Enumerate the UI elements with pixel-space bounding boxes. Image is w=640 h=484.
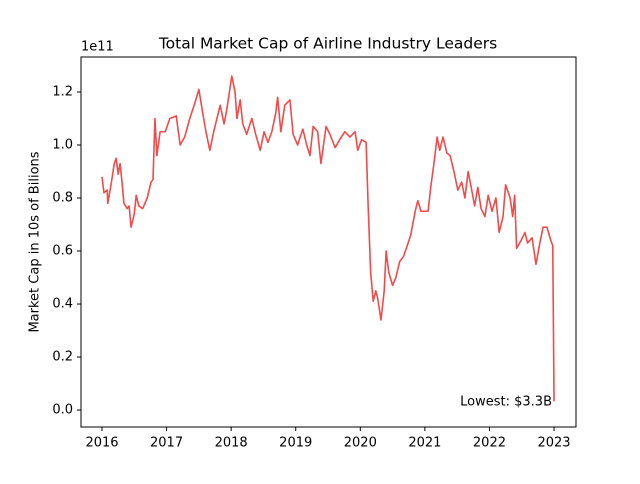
y-tick-label: 1.2 bbox=[52, 84, 73, 99]
x-tick-label: 2023 bbox=[537, 436, 570, 451]
x-tick-label: 2016 bbox=[85, 436, 118, 451]
x-tick-label: 2022 bbox=[473, 436, 506, 451]
y-tick-label: 0.6 bbox=[52, 244, 73, 259]
x-tick-label: 2019 bbox=[279, 436, 312, 451]
y-axis-label: Market Cap in 10s of Bilions bbox=[28, 151, 43, 332]
y-offset-label: 1e11 bbox=[81, 40, 114, 55]
plot-frame bbox=[80, 56, 577, 428]
x-tick-label: 2017 bbox=[150, 436, 183, 451]
x-tick-label: 2021 bbox=[408, 436, 441, 451]
y-tick-label: 0.2 bbox=[52, 350, 73, 365]
y-tick-label: 0.8 bbox=[52, 191, 73, 206]
chart-title: Total Market Cap of Airline Industry Lea… bbox=[158, 35, 497, 53]
line bbox=[101, 75, 555, 402]
y-tick-label: 0.4 bbox=[52, 297, 73, 312]
x-tick-label: 2018 bbox=[215, 436, 248, 451]
x-tick-label: 2020 bbox=[344, 436, 377, 451]
annotation: Lowest: $3.3B bbox=[460, 395, 552, 410]
y-tick-label: 1.0 bbox=[52, 137, 73, 152]
y-tick-label: 0.0 bbox=[52, 403, 73, 418]
